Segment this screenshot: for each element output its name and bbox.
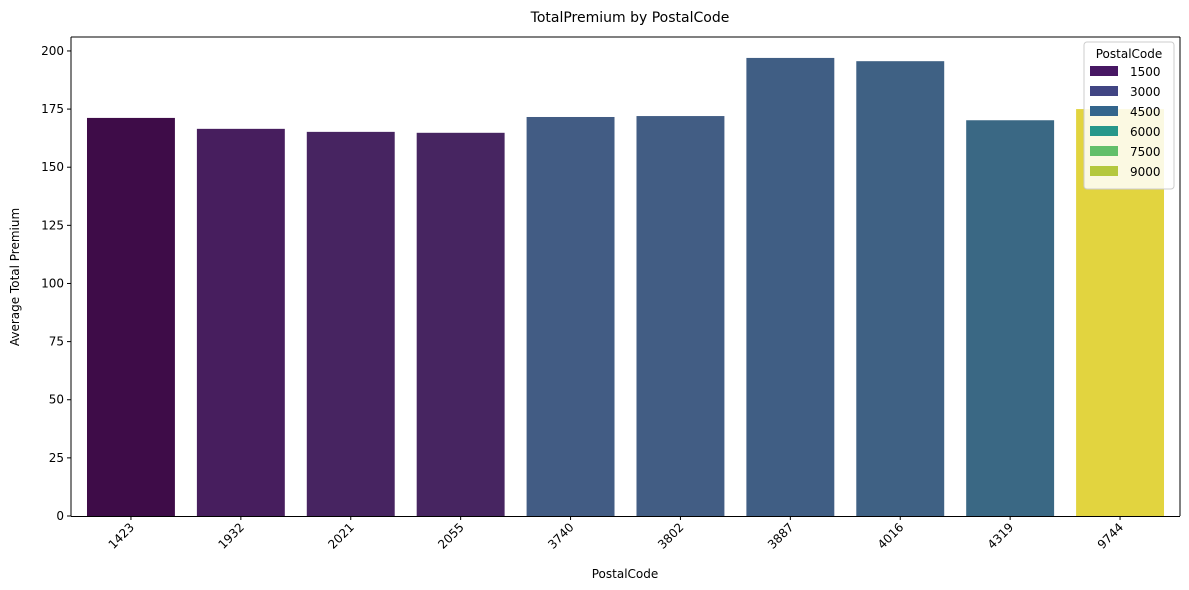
bar-3740 (527, 117, 615, 516)
bar-1423 (87, 118, 175, 516)
x-tick-label: 1932 (215, 520, 246, 551)
legend: PostalCode 1500 3000 4500 6000 7500 9000 (1084, 42, 1174, 189)
x-tick-label: 9744 (1095, 520, 1126, 551)
y-tick-label: 50 (49, 393, 64, 407)
x-tick-label: 3887 (765, 520, 796, 551)
chart-title: TotalPremium by PostalCode (530, 10, 730, 26)
legend-entry-label: 4500 (1130, 105, 1161, 119)
y-tick-label: 0 (56, 509, 64, 523)
legend-swatch (1090, 126, 1118, 136)
legend-entry-label: 6000 (1130, 125, 1161, 139)
x-tick-label: 1423 (106, 520, 137, 551)
bar-3887 (746, 58, 834, 516)
y-axis-ticks: 0 25 50 75 100 125 150 175 200 (41, 44, 71, 523)
x-tick-label: 2055 (435, 520, 466, 551)
y-tick-label: 25 (49, 451, 64, 465)
legend-swatch (1090, 66, 1118, 76)
legend-swatch (1090, 146, 1118, 156)
legend-entry-label: 9000 (1130, 165, 1161, 179)
legend-swatch (1090, 106, 1118, 116)
legend-entry-label: 1500 (1130, 65, 1161, 79)
legend-entry-label: 3000 (1130, 85, 1161, 99)
y-axis-label: Average Total Premium (8, 208, 22, 346)
y-tick-label: 100 (41, 276, 64, 290)
x-tick-label: 4319 (985, 520, 1016, 551)
x-axis-label: PostalCode (592, 567, 659, 581)
legend-swatch (1090, 86, 1118, 96)
bar-4016 (856, 61, 944, 516)
y-tick-label: 200 (41, 44, 64, 58)
legend-swatch (1090, 166, 1118, 176)
bar-2021 (307, 132, 395, 516)
legend-entry-label: 7500 (1130, 145, 1161, 159)
y-tick-label: 125 (41, 218, 64, 232)
bar-1932 (197, 129, 285, 516)
x-tick-label: 3740 (545, 520, 576, 551)
bar-4319 (966, 120, 1054, 516)
y-tick-label: 75 (49, 335, 64, 349)
x-tick-label: 4016 (875, 520, 906, 551)
legend-title: PostalCode (1096, 47, 1163, 61)
x-axis-ticks: 1423 1932 2021 2055 3740 3802 3887 4016 4319 9744 (106, 516, 1127, 552)
y-tick-label: 175 (41, 102, 64, 116)
x-tick-label: 2021 (325, 520, 356, 551)
y-tick-label: 150 (41, 160, 64, 174)
bar-2055 (417, 133, 505, 516)
bar-3802 (636, 116, 724, 516)
x-tick-label: 3802 (655, 520, 686, 551)
bars-group (87, 58, 1164, 516)
